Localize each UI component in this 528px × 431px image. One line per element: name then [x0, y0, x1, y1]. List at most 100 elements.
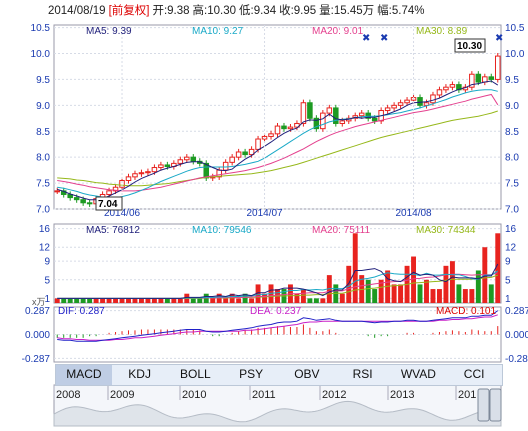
candle-body	[242, 151, 248, 156]
candle-body	[73, 197, 80, 201]
tab-kdj[interactable]: KDJ	[128, 367, 151, 381]
price-ma20-line	[57, 93, 499, 192]
macd-axis-tick-right: 0.287	[505, 306, 528, 317]
volume-bar	[346, 265, 352, 303]
event-marker-icon[interactable]: ✖	[495, 33, 503, 44]
timeline-year-label: 2009	[110, 389, 134, 401]
candle-body	[164, 164, 171, 167]
candle-body	[384, 107, 391, 112]
volume-bar	[411, 256, 417, 303]
price-axis-tick-right: 9.0	[505, 101, 519, 112]
volume-ma5-legend: MA5: 76812	[86, 225, 140, 236]
volume-bar	[391, 284, 397, 303]
price-ma10-line	[57, 89, 498, 199]
quote-low: 低:9.34	[239, 5, 277, 17]
volume-ma5-line	[57, 263, 499, 299]
tab-boll[interactable]: BOLL	[180, 367, 211, 381]
macd-axis-tick-right: -0.287	[505, 354, 528, 365]
volume-bar	[177, 298, 183, 303]
price-ma10-legend: MA10: 9.27	[192, 26, 244, 37]
candle-body	[274, 125, 281, 135]
event-marker-icon[interactable]: ✖	[380, 33, 388, 44]
volume-bar	[352, 233, 358, 303]
volume-bar	[54, 298, 60, 303]
candle-body	[80, 199, 86, 204]
volume-bar	[294, 293, 300, 303]
candle-body	[203, 162, 210, 179]
volume-bar	[87, 298, 93, 303]
tab-obv[interactable]: OBV	[294, 367, 320, 381]
date-axis-tick: 2014/07	[246, 208, 283, 219]
volume-panel: 16 16 12 12 9 9 5 5 1 1	[39, 223, 517, 305]
macd-dif-legend: DIF: 0.287	[58, 306, 105, 317]
candle-body	[430, 94, 436, 104]
candle-body	[494, 55, 501, 80]
candle-body	[339, 120, 346, 124]
price-axis-tick: 9.5	[36, 75, 50, 86]
price-ma5-line	[57, 80, 499, 201]
candle-body	[268, 133, 274, 137]
candle-body	[443, 86, 449, 91]
tab-macd[interactable]: MACD	[56, 365, 112, 385]
candle-body	[281, 125, 287, 130]
candle-body	[300, 102, 307, 124]
volume-bar	[430, 289, 436, 303]
candle-body	[222, 161, 229, 171]
volume-bar	[255, 284, 261, 303]
candle-body	[475, 73, 482, 83]
volume-bar	[119, 298, 125, 303]
candle-body	[488, 76, 495, 80]
quote-high: 高:10.30	[192, 5, 237, 17]
price-axis-tick-right: 8.0	[505, 153, 519, 164]
candle-body	[307, 102, 313, 119]
volume-bar	[488, 284, 494, 303]
volume-bar	[158, 298, 164, 303]
tab-cci[interactable]: CCI	[463, 367, 485, 381]
timeline-year-label: 201	[458, 389, 476, 401]
price-ma5-legend: MA5: 9.39	[86, 26, 132, 37]
timeline-left-handle[interactable]	[477, 388, 490, 422]
price-axis-tick: 10.0	[31, 49, 51, 60]
adjust-mode[interactable]: [前复权]	[108, 5, 150, 17]
macd-axis-tick: 0.000	[25, 330, 50, 341]
quote-header: 2014/08/19 [前复权] 开:9.38 高:10.30 低:9.34 收:9.95…	[48, 2, 427, 18]
volume-axis-tick-right: 9	[505, 257, 511, 268]
volume-axis-tick-right: 16	[505, 224, 517, 235]
volume-axis-tick: 1	[44, 294, 50, 305]
tab-psy[interactable]: PSY	[239, 367, 264, 381]
timeline-year-label: 2012	[322, 389, 346, 401]
macd-unit-label: x万	[32, 297, 46, 307]
event-marker-icon[interactable]: ✖	[362, 33, 370, 44]
indicator-tabs: MACD KDJ BOLL PSY OBV RSI WVAD CCI	[55, 364, 503, 386]
macd-axis-tick: -0.287	[22, 354, 51, 365]
volume-ma20-legend: MA20: 75111	[312, 225, 370, 236]
tab-rsi[interactable]: RSI	[352, 367, 373, 381]
macd-axis-tick: 0.287	[25, 306, 50, 317]
volume-bar	[113, 298, 119, 303]
timeline-overview-area	[53, 400, 502, 427]
volume-bar	[475, 270, 481, 303]
price-axis-tick: 8.0	[36, 153, 50, 164]
volume-axis-tick: 5	[44, 275, 50, 286]
price-axis-tick-right: 7.5	[505, 179, 519, 190]
volume-axis-tick-right: 1	[505, 294, 511, 305]
candle-body	[313, 117, 320, 130]
macd-panel: 0.287 0.287 0.000 0.000 -0.287 -0.287	[22, 306, 528, 365]
volume-bar	[242, 293, 248, 303]
timeline-year-label: 2013	[390, 389, 414, 401]
volume-bar	[262, 293, 268, 303]
volume-bar	[320, 298, 326, 303]
candle-body	[417, 97, 423, 106]
quote-volume: 量:15.45万	[319, 5, 375, 17]
timeline-right-handle[interactable]	[489, 388, 502, 422]
candle-body	[333, 107, 339, 124]
candle-body	[132, 173, 138, 178]
candle-body	[184, 156, 190, 161]
tab-wvad[interactable]: WVAD	[400, 367, 436, 381]
volume-bar	[67, 298, 73, 303]
timeline-navigator[interactable]: 2008 2009 2010 2011 2012 2013 201	[53, 384, 502, 427]
volume-bar	[138, 298, 144, 303]
price-ma20-legend: MA20: 9.01	[312, 26, 364, 37]
volume-ma10-legend: MA10: 79546	[192, 225, 252, 236]
